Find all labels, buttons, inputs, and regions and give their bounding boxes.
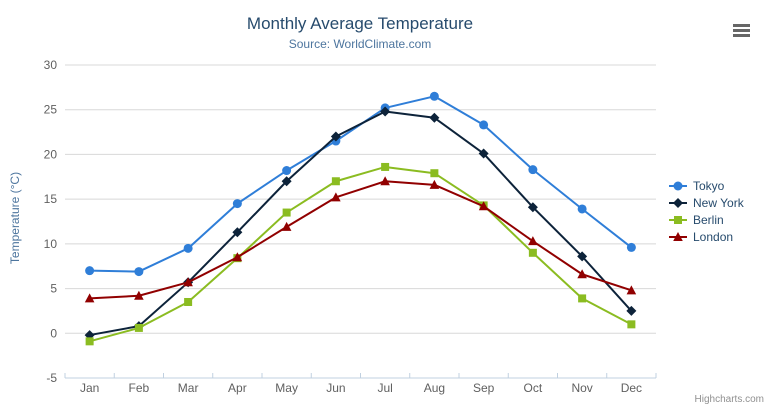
series-marker-london[interactable] [626, 285, 637, 295]
x-axis-tick-label: May [275, 381, 298, 395]
x-axis-tick-label: Aug [424, 381, 445, 395]
series-marker-new-york[interactable] [380, 106, 391, 117]
series-marker-tokyo[interactable] [528, 165, 538, 175]
legend-item-berlin[interactable]: Berlin [668, 211, 744, 228]
x-axis-tick-label: Sep [473, 381, 495, 395]
series-marker-london[interactable] [134, 290, 144, 300]
y-axis-tick-label: 25 [44, 103, 58, 117]
series-marker-tokyo[interactable] [479, 120, 489, 130]
x-axis-tick-label: Jul [377, 381, 392, 395]
series-marker-tokyo[interactable] [282, 166, 292, 176]
series-marker-new-york[interactable] [527, 202, 538, 213]
series-marker-london[interactable] [429, 179, 440, 189]
series-marker-london[interactable] [577, 269, 587, 279]
series-marker-tokyo[interactable] [232, 199, 242, 209]
series-marker-berlin[interactable] [331, 177, 340, 186]
series-marker-london[interactable] [331, 192, 341, 202]
series-marker-london[interactable] [478, 201, 489, 211]
x-axis-tick-label: Nov [571, 381, 592, 395]
series-marker-tokyo[interactable] [577, 204, 587, 214]
series-marker-new-york[interactable] [626, 305, 637, 316]
legend-label: New York [693, 195, 744, 210]
series-marker-tokyo[interactable] [134, 267, 144, 277]
x-axis-tick-label: Dec [621, 381, 642, 395]
x-axis-tick-label: Apr [228, 381, 247, 395]
x-axis-tick-label: Feb [129, 381, 150, 395]
y-axis-tick-label: 0 [50, 326, 57, 340]
legend-label: London [693, 229, 734, 244]
series-marker-berlin[interactable] [134, 323, 143, 332]
chart-subtitle: Source: WorldClimate.com [288, 37, 432, 51]
legend-label: Tokyo [693, 178, 725, 193]
series-marker-berlin[interactable] [282, 208, 291, 217]
series-marker-berlin[interactable] [578, 294, 587, 303]
legend-item-london[interactable]: London [668, 228, 744, 245]
series-marker-berlin[interactable] [85, 337, 94, 346]
series-line-tokyo[interactable] [88, 95, 633, 273]
legend: Tokyo New York Berlin London [668, 177, 744, 245]
series-marker-london[interactable] [84, 293, 95, 303]
series-marker-london[interactable] [183, 277, 193, 287]
x-axis-tick-label: Mar [178, 381, 199, 395]
chart-title: Monthly Average Temperature [246, 14, 474, 33]
y-axis-title: Temperature (°C) [8, 171, 22, 265]
y-axis-tick-label: 5 [50, 282, 57, 296]
export-menu-button[interactable] [733, 24, 750, 37]
series-marker-berlin[interactable] [184, 297, 193, 306]
y-axis-tick-label: 20 [44, 147, 58, 161]
series-line-london[interactable] [88, 180, 633, 300]
series-marker-berlin[interactable] [627, 320, 636, 329]
series-marker-berlin[interactable] [381, 162, 390, 171]
series-marker-new-york[interactable] [281, 176, 292, 187]
x-axis-tick-label: Jan [80, 381, 99, 395]
series-marker-london[interactable] [281, 221, 292, 231]
series-marker-berlin[interactable] [430, 169, 439, 178]
legend-item-tokyo[interactable]: Tokyo [668, 177, 744, 194]
series-marker-tokyo[interactable] [85, 266, 95, 276]
credits-link[interactable]: Highcharts.com [694, 394, 764, 405]
y-axis-tick-label: -5 [46, 371, 57, 385]
series-marker-london[interactable] [380, 176, 390, 186]
series-marker-new-york[interactable] [429, 112, 440, 123]
series-marker-new-york[interactable] [577, 251, 588, 262]
series-marker-new-york[interactable] [478, 148, 489, 159]
square-legend-icon [669, 215, 687, 224]
series-marker-london[interactable] [232, 252, 243, 262]
hamburger-icon [733, 24, 750, 27]
series-marker-berlin[interactable] [528, 248, 537, 257]
series-marker-new-york[interactable] [330, 131, 341, 142]
x-axis-tick-label: Oct [524, 381, 543, 395]
y-axis-tick-label: 15 [44, 192, 58, 206]
y-axis-tick-label: 30 [44, 58, 58, 72]
diamond-legend-icon [669, 197, 687, 208]
legend-label: Berlin [693, 212, 724, 227]
x-axis-tick-label: Jun [326, 381, 345, 395]
series-marker-tokyo[interactable] [626, 242, 636, 252]
series-marker-tokyo[interactable] [429, 91, 439, 101]
triangle-legend-icon [669, 231, 687, 241]
circle-legend-icon [669, 181, 687, 190]
hamburger-icon [733, 29, 750, 32]
series-marker-london[interactable] [528, 236, 538, 246]
hamburger-icon [733, 34, 750, 37]
series-marker-new-york[interactable] [232, 227, 243, 238]
series-marker-tokyo[interactable] [183, 243, 193, 253]
legend-item-new-york[interactable]: New York [668, 194, 744, 211]
y-axis-tick-label: 10 [44, 237, 58, 251]
series-line-new-york[interactable] [88, 110, 633, 337]
series-line-berlin[interactable] [88, 165, 633, 343]
